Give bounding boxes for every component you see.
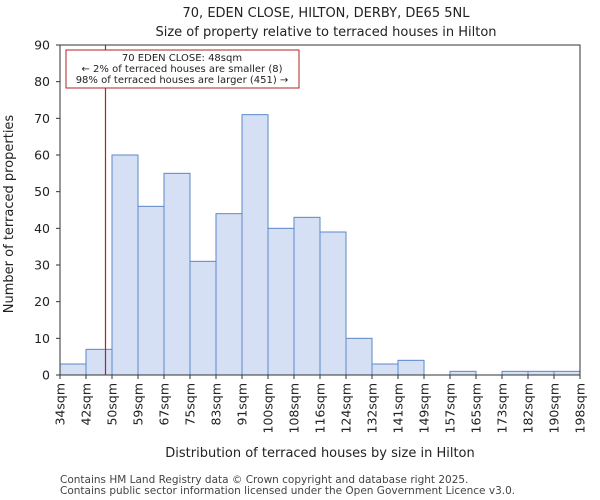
y-axis-label: Number of terraced properties <box>2 115 17 314</box>
x-tick-label: 42sqm <box>79 383 94 426</box>
bar-141sqm <box>397 359 425 376</box>
bar-67sqm <box>163 172 191 376</box>
x-tick-label: 116sqm <box>313 383 328 433</box>
x-tick-label: 157sqm <box>443 383 458 433</box>
bars-group <box>59 114 581 376</box>
y-tick-label: 50 <box>34 184 50 199</box>
x-tick-label: 198sqm <box>573 383 588 433</box>
bar-132sqm <box>371 363 399 376</box>
annotation-box: 70 EDEN CLOSE: 48sqm ← 2% of terraced ho… <box>65 49 300 89</box>
x-tick-label: 141sqm <box>391 383 406 433</box>
y-tick-label: 10 <box>34 331 50 346</box>
x-tick-label: 83sqm <box>209 383 224 426</box>
bar-50sqm <box>111 154 139 376</box>
x-tick-label: 91sqm <box>235 383 250 426</box>
annotation-line-2: ← 2% of terraced houses are smaller (8) <box>82 64 283 75</box>
bar-108sqm <box>293 216 321 376</box>
footer-line-2: Contains public sector information licen… <box>60 485 515 497</box>
annotation-line-1: 70 EDEN CLOSE: 48sqm <box>122 53 242 64</box>
x-axis-label: Distribution of terraced houses by size … <box>165 446 475 461</box>
x-tick-label: 182sqm <box>521 383 536 433</box>
x-ticks: 34sqm 42sqm 50sqm 59sqm 67sqm 75sqm 83sqm 91sqm… <box>53 375 588 433</box>
y-tick-label: 70 <box>34 111 50 126</box>
x-tick-label: 59sqm <box>131 383 146 426</box>
footer-line-1: Contains HM Land Registry data © Crown c… <box>60 474 468 486</box>
bar-34sqm <box>59 363 87 376</box>
annotation-line-3: 98% of terraced houses are larger (451) … <box>76 75 289 86</box>
x-tick-label: 67sqm <box>157 383 172 426</box>
bar-116sqm <box>319 231 347 376</box>
y-ticks: 0 10 20 30 40 50 60 70 80 90 <box>34 38 60 383</box>
bar-59sqm <box>137 205 165 376</box>
y-tick-label: 30 <box>34 258 50 273</box>
x-tick-label: 173sqm <box>495 383 510 433</box>
y-tick-label: 0 <box>42 368 50 383</box>
y-tick-label: 80 <box>34 74 50 89</box>
x-tick-label: 108sqm <box>287 383 302 433</box>
x-tick-label: 50sqm <box>105 383 120 426</box>
x-tick-label: 132sqm <box>365 383 380 433</box>
x-tick-label: 190sqm <box>547 383 562 433</box>
chart-subtitle: Size of property relative to terraced ho… <box>155 25 496 40</box>
bar-182sqm <box>527 370 555 376</box>
bar-124sqm <box>345 337 373 376</box>
y-tick-label: 90 <box>34 38 50 53</box>
bar-42sqm <box>85 348 113 376</box>
chart-title: 70, EDEN CLOSE, HILTON, DERBY, DE65 5NL <box>183 6 471 21</box>
bar-91sqm <box>241 114 269 376</box>
x-tick-label: 124sqm <box>339 383 354 433</box>
bar-173sqm <box>501 370 529 376</box>
bar-100sqm <box>267 227 295 376</box>
x-tick-label: 165sqm <box>469 383 484 433</box>
x-tick-label: 34sqm <box>53 383 68 426</box>
x-tick-label: 149sqm <box>417 383 432 433</box>
y-tick-label: 40 <box>34 221 50 236</box>
annotation-frame <box>65 49 300 89</box>
bar-157sqm <box>449 370 477 376</box>
bar-190sqm <box>553 370 581 376</box>
y-tick-label: 60 <box>34 148 50 163</box>
x-tick-label: 100sqm <box>261 383 276 433</box>
bar-75sqm <box>189 260 217 376</box>
bar-83sqm <box>215 213 243 376</box>
x-tick-label: 75sqm <box>183 383 198 426</box>
y-tick-label: 20 <box>34 294 50 309</box>
plot-frame <box>59 44 581 376</box>
